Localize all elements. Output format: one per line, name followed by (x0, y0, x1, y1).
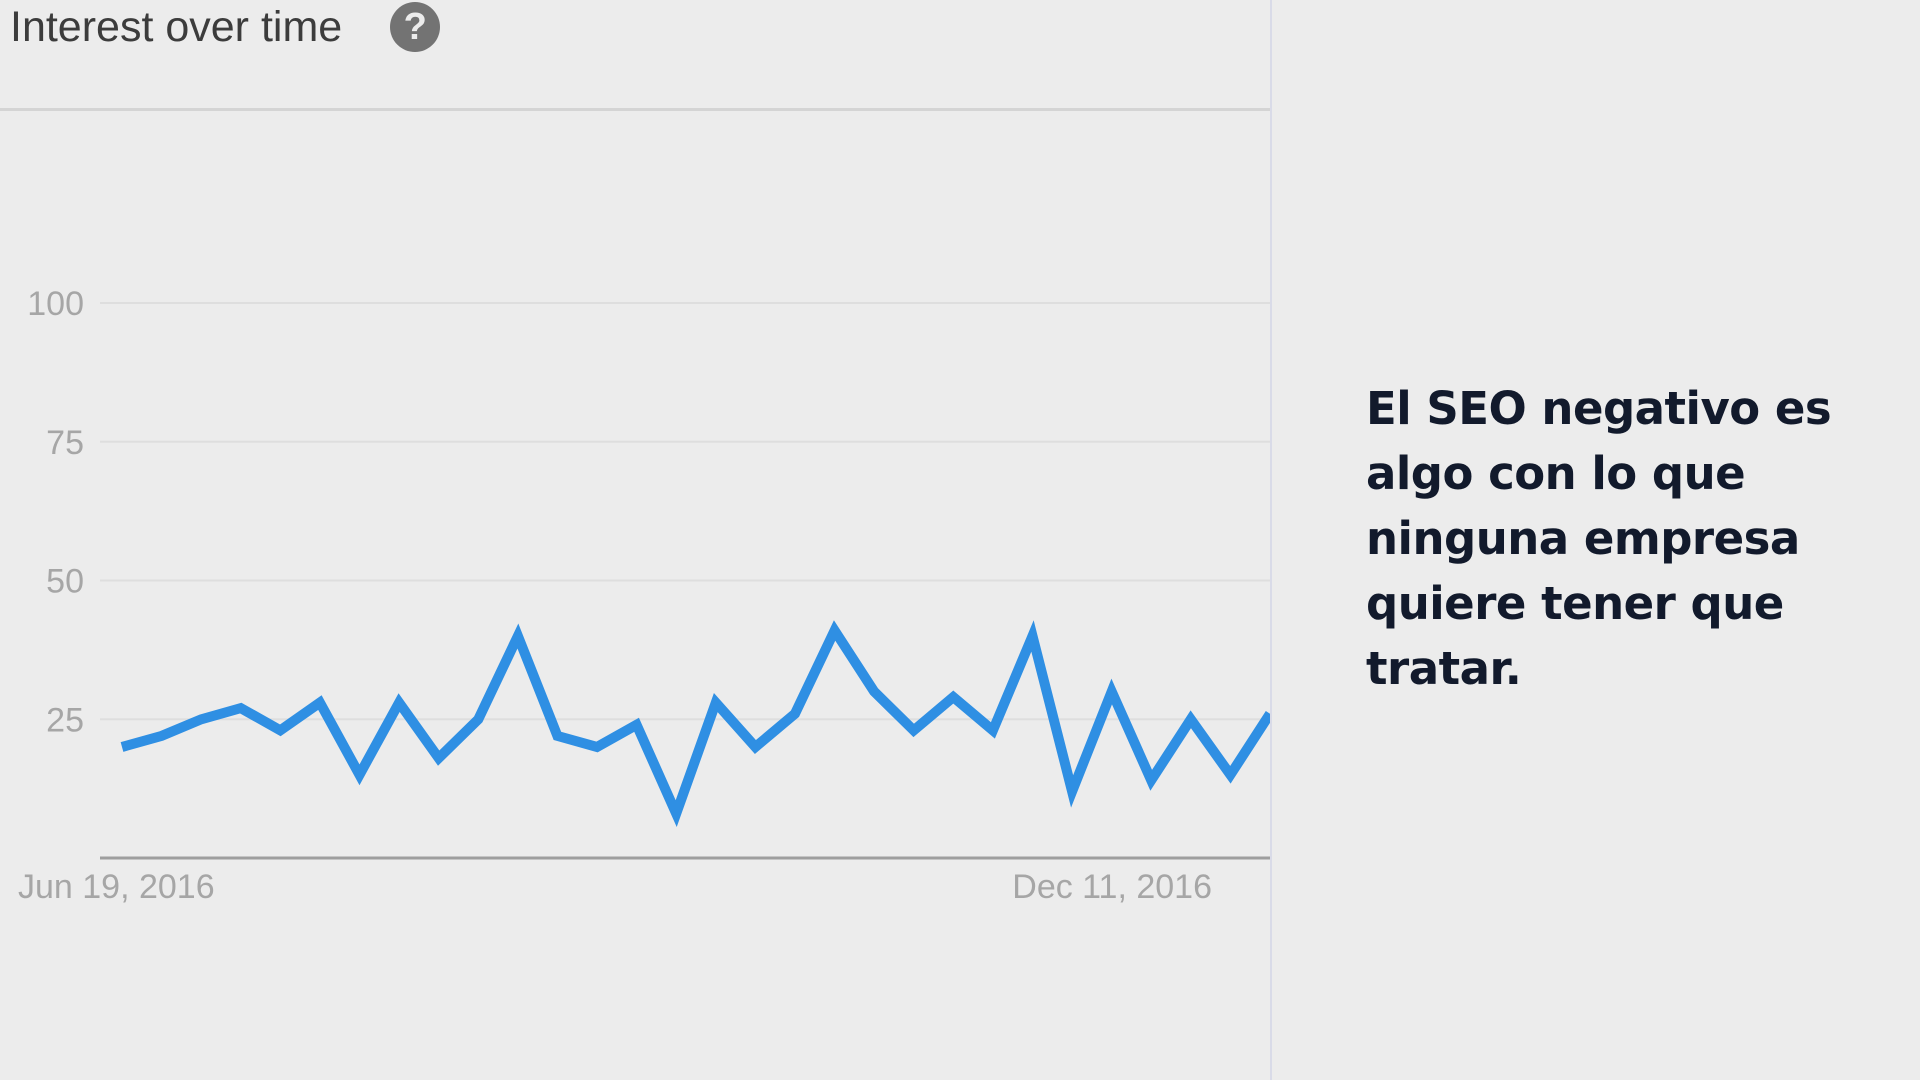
y-tick-label-100: 100 (27, 285, 84, 323)
interest-over-time-panel: 25 50 75 100 Jun 19, 2016 Dec 11, 2016 Intere… (0, 0, 1270, 906)
data-point-0-4 (275, 725, 285, 735)
data-point-0-12 (592, 742, 602, 752)
y-tick-label-50: 50 (46, 563, 84, 601)
header-divider (0, 108, 1270, 111)
data-point-0-28 (1225, 770, 1235, 780)
data-point-0-23 (1028, 631, 1038, 641)
data-point-0-6 (355, 770, 365, 780)
data-point-0-21 (948, 692, 958, 702)
caption-text: El SEO negativo es algo con lo que ningu… (1366, 382, 1832, 695)
y-tick-label-75: 75 (46, 424, 84, 462)
data-point-0-2 (196, 714, 206, 724)
data-point-0-17 (790, 709, 800, 719)
data-point-0-15 (711, 698, 721, 708)
x-tick-label-1: Dec 11, 2016 (1012, 868, 1212, 906)
chart-header: Interest over time ? (10, 0, 441, 54)
data-point-0-14 (671, 809, 681, 819)
data-point-0-19 (869, 687, 879, 697)
interest-line-chart: 25 50 75 100 Jun 19, 2016 Dec 11, 2016 (18, 285, 1270, 906)
data-point-0-18 (830, 626, 840, 636)
data-point-0-8 (434, 753, 444, 763)
data-point-0-13 (632, 720, 642, 730)
chart-title: Interest over time (10, 3, 343, 51)
data-point-0-20 (909, 725, 919, 735)
help-circle-icon[interactable]: ? (390, 2, 441, 52)
data-point-0-7 (394, 698, 404, 708)
data-point-0-24 (1067, 786, 1077, 796)
x-tick-label-0: Jun 19, 2016 (18, 868, 215, 906)
data-point-0-10 (513, 631, 523, 641)
data-point-0-1 (157, 731, 167, 741)
data-point-0-5 (315, 698, 325, 708)
panel-divider (1270, 0, 1272, 1080)
data-point-0-26 (1146, 775, 1156, 785)
data-point-0-27 (1186, 714, 1196, 724)
data-point-0-25 (1107, 687, 1117, 697)
series-line-0 (120, 620, 1270, 828)
data-point-0-22 (988, 725, 998, 735)
data-point-0-9 (473, 714, 483, 724)
data-point-0-11 (552, 731, 562, 741)
data-point-0-3 (236, 703, 246, 713)
y-tick-label-25: 25 (46, 701, 84, 739)
data-point-0-0 (117, 742, 127, 752)
data-point-0-16 (750, 742, 760, 752)
